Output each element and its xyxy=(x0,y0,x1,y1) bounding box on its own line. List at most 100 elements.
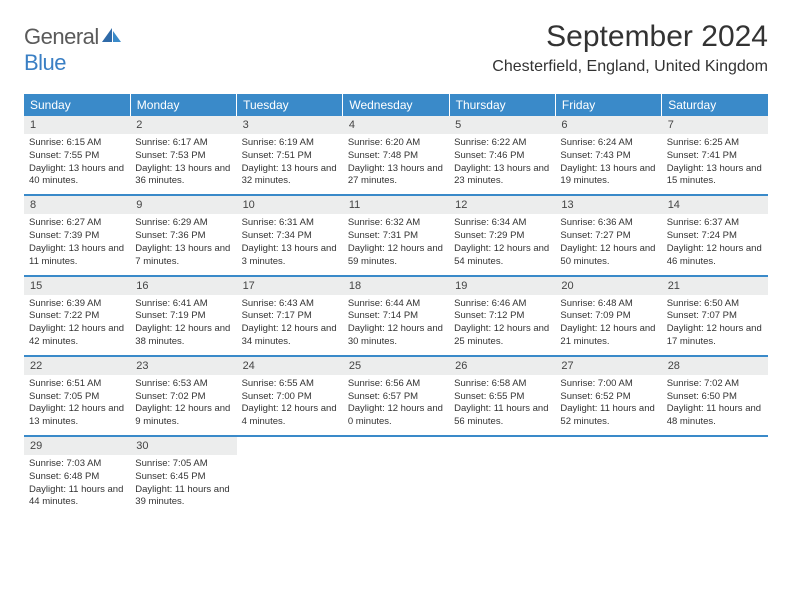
weekday-header: Wednesday xyxy=(343,94,449,116)
sunset-text: Sunset: 7:46 PM xyxy=(454,150,550,163)
sunset-text: Sunset: 7:24 PM xyxy=(667,230,763,243)
day-details: Sunrise: 6:17 AMSunset: 7:53 PMDaylight:… xyxy=(130,134,236,194)
daylight-text: Daylight: 13 hours and 32 minutes. xyxy=(242,163,338,189)
sunset-text: Sunset: 7:17 PM xyxy=(242,310,338,323)
sunset-text: Sunset: 6:50 PM xyxy=(667,391,763,404)
day-number: 13 xyxy=(555,196,661,214)
sunrise-text: Sunrise: 6:32 AM xyxy=(348,217,444,230)
sunset-text: Sunset: 7:48 PM xyxy=(348,150,444,163)
day-number: 7 xyxy=(662,116,768,134)
logo-text-general: General xyxy=(24,24,99,49)
daylight-text: Daylight: 13 hours and 23 minutes. xyxy=(454,163,550,189)
sunrise-text: Sunrise: 7:03 AM xyxy=(29,458,125,471)
sunrise-text: Sunrise: 6:39 AM xyxy=(29,298,125,311)
sunset-text: Sunset: 7:09 PM xyxy=(560,310,656,323)
calendar-week-row: 1Sunrise: 6:15 AMSunset: 7:55 PMDaylight… xyxy=(24,116,768,195)
calendar-cell: 15Sunrise: 6:39 AMSunset: 7:22 PMDayligh… xyxy=(24,276,130,356)
calendar-cell: 12 Sunrise: 6:34 AMSunset: 7:29 PMDayligh… xyxy=(449,195,555,275)
weekday-header: Tuesday xyxy=(237,94,343,116)
calendar-cell: 10Sunrise: 6:31 AMSunset: 7:34 PMDayligh… xyxy=(237,195,343,275)
sunset-text: Sunset: 7:29 PM xyxy=(454,230,550,243)
sunrise-text: Sunrise: 6:58 AM xyxy=(454,378,550,391)
day-details: Sunrise: 6:24 AMSunset: 7:43 PMDaylight:… xyxy=(555,134,661,194)
calendar-cell: 26Sunrise: 6:58 AMSunset: 6:55 PMDayligh… xyxy=(449,356,555,436)
sunrise-text: Sunrise: 7:05 AM xyxy=(135,458,231,471)
calendar-cell: . xyxy=(237,436,343,515)
sunrise-text: Sunrise: 6:31 AM xyxy=(242,217,338,230)
sunset-text: Sunset: 7:41 PM xyxy=(667,150,763,163)
sunrise-text: Sunrise: 7:02 AM xyxy=(667,378,763,391)
calendar-cell: 9Sunrise: 6:29 AMSunset: 7:36 PMDaylight… xyxy=(130,195,236,275)
logo: General Blue xyxy=(24,20,123,76)
daylight-text: Daylight: 13 hours and 11 minutes. xyxy=(29,243,125,269)
day-number: 6 xyxy=(555,116,661,134)
sunrise-text: Sunrise: 6:25 AM xyxy=(667,137,763,150)
sunset-text: Sunset: 7:22 PM xyxy=(29,310,125,323)
day-details: Sunrise: 6:19 AMSunset: 7:51 PMDaylight:… xyxy=(237,134,343,194)
location: Chesterfield, England, United Kingdom xyxy=(492,58,768,76)
calendar-cell: . xyxy=(449,436,555,515)
daylight-text: Daylight: 12 hours and 54 minutes. xyxy=(454,243,550,269)
sunset-text: Sunset: 7:51 PM xyxy=(242,150,338,163)
sunset-text: Sunset: 7:43 PM xyxy=(560,150,656,163)
day-number: 3 xyxy=(237,116,343,134)
daylight-text: Daylight: 12 hours and 13 minutes. xyxy=(29,403,125,429)
logo-sail-icon xyxy=(101,26,123,44)
daylight-text: Daylight: 13 hours and 36 minutes. xyxy=(135,163,231,189)
day-number: 15 xyxy=(24,277,130,295)
daylight-text: Daylight: 12 hours and 59 minutes. xyxy=(348,243,444,269)
day-details: Sunrise: 6:31 AMSunset: 7:34 PMDaylight:… xyxy=(237,214,343,274)
page: General Blue September 2024 Chesterfield… xyxy=(0,0,792,535)
day-details: Sunrise: 6:51 AMSunset: 7:05 PMDaylight:… xyxy=(24,375,130,435)
daylight-text: Daylight: 13 hours and 3 minutes. xyxy=(242,243,338,269)
day-details: Sunrise: 6:41 AMSunset: 7:19 PMDaylight:… xyxy=(130,295,236,355)
sunrise-text: Sunrise: 6:53 AM xyxy=(135,378,231,391)
day-number: 20 xyxy=(555,277,661,295)
daylight-text: Daylight: 12 hours and 34 minutes. xyxy=(242,323,338,349)
sunset-text: Sunset: 6:52 PM xyxy=(560,391,656,404)
sunrise-text: Sunrise: 6:50 AM xyxy=(667,298,763,311)
sunrise-text: Sunrise: 6:44 AM xyxy=(348,298,444,311)
calendar-cell: . xyxy=(555,436,661,515)
day-details: Sunrise: 6:27 AMSunset: 7:39 PMDaylight:… xyxy=(24,214,130,274)
sunrise-text: Sunrise: 7:00 AM xyxy=(560,378,656,391)
daylight-text: Daylight: 12 hours and 25 minutes. xyxy=(454,323,550,349)
day-number: 12 xyxy=(449,196,555,214)
day-details: Sunrise: 6:36 AMSunset: 7:27 PMDaylight:… xyxy=(555,214,661,274)
sunrise-text: Sunrise: 6:43 AM xyxy=(242,298,338,311)
day-details: Sunrise: 6:15 AMSunset: 7:55 PMDaylight:… xyxy=(24,134,130,194)
sunset-text: Sunset: 7:19 PM xyxy=(135,310,231,323)
sunrise-text: Sunrise: 6:15 AM xyxy=(29,137,125,150)
calendar-cell: 27Sunrise: 7:00 AMSunset: 6:52 PMDayligh… xyxy=(555,356,661,436)
daylight-text: Daylight: 13 hours and 40 minutes. xyxy=(29,163,125,189)
sunrise-text: Sunrise: 6:20 AM xyxy=(348,137,444,150)
daylight-text: Daylight: 12 hours and 50 minutes. xyxy=(560,243,656,269)
sunset-text: Sunset: 7:14 PM xyxy=(348,310,444,323)
day-details: Sunrise: 6:39 AMSunset: 7:22 PMDaylight:… xyxy=(24,295,130,355)
daylight-text: Daylight: 11 hours and 52 minutes. xyxy=(560,403,656,429)
day-details: Sunrise: 6:43 AMSunset: 7:17 PMDaylight:… xyxy=(237,295,343,355)
day-number: 9 xyxy=(130,196,236,214)
sunset-text: Sunset: 7:00 PM xyxy=(242,391,338,404)
daylight-text: Daylight: 11 hours and 56 minutes. xyxy=(454,403,550,429)
day-number: 19 xyxy=(449,277,555,295)
sunset-text: Sunset: 7:36 PM xyxy=(135,230,231,243)
calendar-cell: 3Sunrise: 6:19 AMSunset: 7:51 PMDaylight… xyxy=(237,116,343,195)
calendar-cell: 23Sunrise: 6:53 AMSunset: 7:02 PMDayligh… xyxy=(130,356,236,436)
day-details: Sunrise: 6:44 AMSunset: 7:14 PMDaylight:… xyxy=(343,295,449,355)
calendar-cell: 8Sunrise: 6:27 AMSunset: 7:39 PMDaylight… xyxy=(24,195,130,275)
day-number: 2 xyxy=(130,116,236,134)
calendar-week-row: 15Sunrise: 6:39 AMSunset: 7:22 PMDayligh… xyxy=(24,276,768,356)
calendar-cell: 19Sunrise: 6:46 AMSunset: 7:12 PMDayligh… xyxy=(449,276,555,356)
weekday-header: Saturday xyxy=(662,94,768,116)
day-details: Sunrise: 6:58 AMSunset: 6:55 PMDaylight:… xyxy=(449,375,555,435)
calendar-table: Sunday Monday Tuesday Wednesday Thursday… xyxy=(24,94,768,515)
sunset-text: Sunset: 6:45 PM xyxy=(135,471,231,484)
daylight-text: Daylight: 11 hours and 48 minutes. xyxy=(667,403,763,429)
day-number: 30 xyxy=(130,437,236,455)
day-details: Sunrise: 6:22 AMSunset: 7:46 PMDaylight:… xyxy=(449,134,555,194)
day-details: Sunrise: 6:53 AMSunset: 7:02 PMDaylight:… xyxy=(130,375,236,435)
sunrise-text: Sunrise: 6:34 AM xyxy=(454,217,550,230)
daylight-text: Daylight: 13 hours and 19 minutes. xyxy=(560,163,656,189)
sunset-text: Sunset: 7:12 PM xyxy=(454,310,550,323)
